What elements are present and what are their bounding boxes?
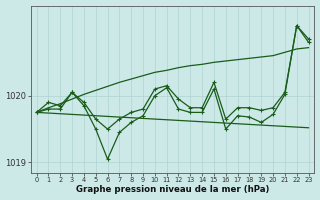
X-axis label: Graphe pression niveau de la mer (hPa): Graphe pression niveau de la mer (hPa) xyxy=(76,185,269,194)
